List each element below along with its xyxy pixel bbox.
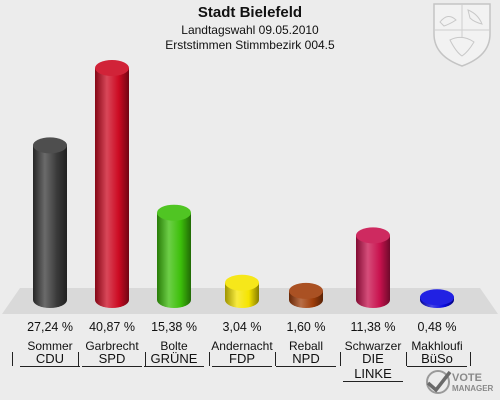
candidate-label: Bolte xyxy=(160,339,188,353)
candidate-label: Garbrecht xyxy=(85,339,139,353)
value-label: 1,60 % xyxy=(286,320,326,334)
bar-spd xyxy=(95,60,129,308)
value-label: 27,24 % xyxy=(27,320,73,334)
bar-fdp xyxy=(225,274,259,308)
watermark-line2: MANAGER xyxy=(452,384,494,393)
candidate-label: Schwarzer xyxy=(344,339,402,353)
value-label: 3,04 % xyxy=(222,320,262,334)
candidate-label: Andernacht xyxy=(211,339,273,353)
party-label: SPD xyxy=(82,351,142,367)
bar-cdu xyxy=(33,137,67,308)
party-label: DIE LINKE xyxy=(343,351,403,382)
candidate-label: Reball xyxy=(288,339,324,353)
check-mark-icon xyxy=(426,370,452,394)
candidate-label: Sommer xyxy=(27,339,73,353)
party-label: GRÜNE xyxy=(144,351,204,367)
axis-separator xyxy=(78,352,79,366)
candidate-label: Makhloufi xyxy=(411,339,463,353)
chart-title: Stadt Bielefeld xyxy=(197,4,303,21)
value-label: 11,38 % xyxy=(350,320,396,334)
axis-separator xyxy=(209,352,210,366)
value-label: 15,38 % xyxy=(151,320,197,334)
bar-npd xyxy=(289,282,323,308)
party-label: NPD xyxy=(276,351,336,367)
party-label: BüSo xyxy=(407,351,467,367)
axis-separator xyxy=(145,352,146,366)
watermark-line1: VOTE xyxy=(452,372,482,384)
axis-separator xyxy=(340,352,341,366)
axis-separator xyxy=(12,352,13,366)
bar-b-so xyxy=(420,289,454,308)
chart-subtitle-election: Landtagswahl 09.05.2010 xyxy=(181,23,319,37)
axis-separator xyxy=(470,352,471,366)
value-label: 40,87 % xyxy=(89,320,135,334)
party-label: CDU xyxy=(20,351,80,367)
chart-subtitle-district: Erststimmen Stimmbezirk 004.5 xyxy=(165,38,335,52)
axis-separator xyxy=(275,352,276,366)
axis-separator xyxy=(406,352,407,366)
bar-gr-ne xyxy=(157,204,191,308)
party-label: FDP xyxy=(212,351,272,367)
nrw-coat-of-arms-icon xyxy=(433,3,491,67)
value-label: 0,48 % xyxy=(417,320,457,334)
bar-die-linke xyxy=(356,227,390,308)
